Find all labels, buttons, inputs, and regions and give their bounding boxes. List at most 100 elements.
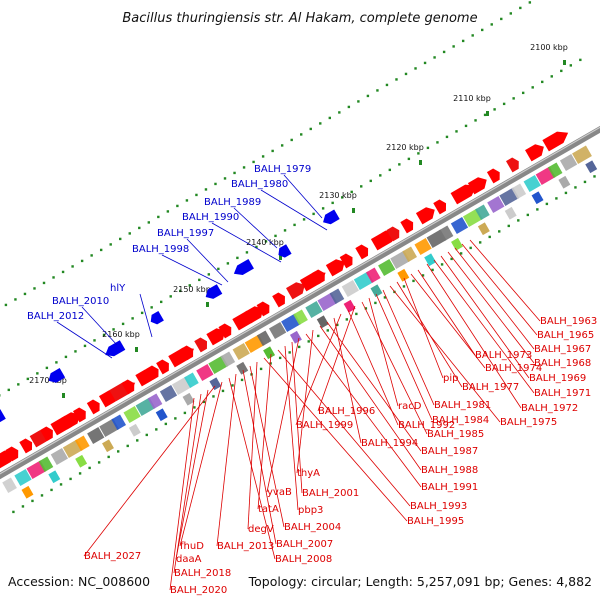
ruler-dot (398, 163, 401, 166)
gene-label-degV: degV (248, 524, 274, 535)
tick-label: 2140 kbp (246, 238, 284, 247)
ruler-dot (526, 213, 530, 217)
ruler-dot (493, 108, 496, 111)
forward-gene-box (48, 470, 61, 484)
ruler-dot (395, 78, 398, 81)
gene-label-BALH_1999: BALH_1999 (296, 420, 353, 431)
ruler-dot (307, 340, 310, 343)
leader-line (247, 361, 258, 530)
forward-gene-box (123, 406, 141, 423)
leader-line (228, 377, 276, 560)
forward-gene-box (50, 448, 68, 465)
forward-gene-arrow (19, 438, 33, 454)
ruler-dot (500, 17, 503, 21)
ruler-dot (223, 177, 227, 180)
leader-line (81, 306, 118, 346)
ruler-dot (519, 6, 522, 10)
forward-gene-arrow (40, 426, 53, 442)
ruler-dot (297, 345, 301, 349)
ruler-dot (61, 270, 65, 274)
ruler-dot (93, 339, 96, 342)
genome-backbone (0, 125, 600, 480)
ruler-dot (455, 130, 458, 133)
leader-line (139, 293, 153, 338)
leader-line (242, 369, 277, 545)
ruler-dot (74, 350, 77, 353)
ruler-dot (155, 428, 158, 431)
feature-tracks (0, 131, 598, 499)
ruler-dot (338, 111, 341, 114)
forward-gene-box (397, 268, 410, 282)
ruler-dot (71, 265, 74, 268)
gene-label-BALH_1973: BALH_1973 (475, 350, 532, 361)
ruler-dot (183, 411, 187, 415)
ruler-dot (442, 50, 446, 54)
ruler-dot (278, 356, 282, 360)
leader-line (361, 301, 428, 435)
gene-label-BALH_1985: BALH_1985 (427, 429, 484, 440)
leader-line (368, 297, 399, 407)
ruler-dot (204, 188, 208, 191)
reverse-gene-arrow (150, 311, 164, 325)
gene-label-fhuD: fhuD (180, 541, 204, 552)
ruler-dot (50, 488, 53, 492)
forward-gene-arrow (86, 399, 100, 415)
forward-gene-box (2, 477, 17, 493)
forward-gene-box (220, 351, 236, 367)
ruler-dot (328, 116, 331, 120)
ruler-dot (202, 400, 206, 404)
forward-gene-box (182, 392, 195, 406)
leader-line (433, 259, 535, 394)
leader-line (249, 365, 285, 528)
gene-label-thyA: thyA (297, 468, 320, 479)
ruler-dot (369, 179, 372, 183)
ruler-dot (521, 91, 525, 95)
forward-gene-box (236, 361, 249, 375)
ruler-dot (116, 450, 120, 453)
tick-mark (419, 160, 422, 165)
ruler-dot (83, 344, 87, 348)
gene-label-BALH_1969: BALH_1969 (529, 373, 586, 384)
forward-gene-box (451, 237, 463, 251)
ruler-dot (412, 279, 415, 283)
gene-label-pip: pip (443, 373, 458, 384)
gene-label-BALH_1988: BALH_1988 (421, 465, 478, 476)
ruler-dot (388, 168, 392, 172)
ruler-dot (107, 455, 110, 459)
map-title: Bacillus thuringiensis str. Al Hakam, co… (122, 11, 477, 26)
ruler-dot (52, 276, 55, 279)
forward-gene-arrow (286, 282, 305, 300)
leader-line (454, 247, 535, 350)
label-leader-lines (56, 174, 541, 591)
forward-gene-box (38, 456, 54, 472)
forward-gene-box (378, 259, 396, 276)
leader-line (211, 222, 282, 263)
ruler-dot (478, 241, 482, 244)
forward-gene-box (159, 385, 178, 402)
forward-gene-box (147, 393, 163, 409)
ruler-dot (131, 317, 134, 320)
gene-label-BALH_1975: BALH_1975 (500, 417, 557, 428)
gene-label-daaA: daaA (176, 554, 202, 565)
forward-gene-box (341, 280, 359, 297)
reverse-gene-arrow (105, 340, 126, 357)
forward-gene-box (268, 322, 287, 339)
forward-gene-box (414, 238, 432, 255)
ruler-dot (45, 366, 49, 370)
forward-gene-box (209, 377, 222, 391)
ruler-dot (331, 201, 334, 205)
ruler-dot (233, 171, 236, 175)
tick-mark (135, 347, 138, 352)
leader-line (426, 263, 522, 409)
ruler-dot (317, 334, 320, 338)
forward-gene-box (305, 301, 323, 318)
forward-gene-box (111, 414, 127, 430)
leader-line (277, 349, 411, 507)
ruler-dot (174, 417, 177, 420)
tick-mark (62, 393, 65, 398)
forward-gene-box (14, 469, 32, 486)
ruler-dot (78, 472, 82, 475)
ruler-dot (99, 248, 103, 252)
leader-line (284, 345, 299, 511)
ruler-dot (445, 135, 449, 139)
